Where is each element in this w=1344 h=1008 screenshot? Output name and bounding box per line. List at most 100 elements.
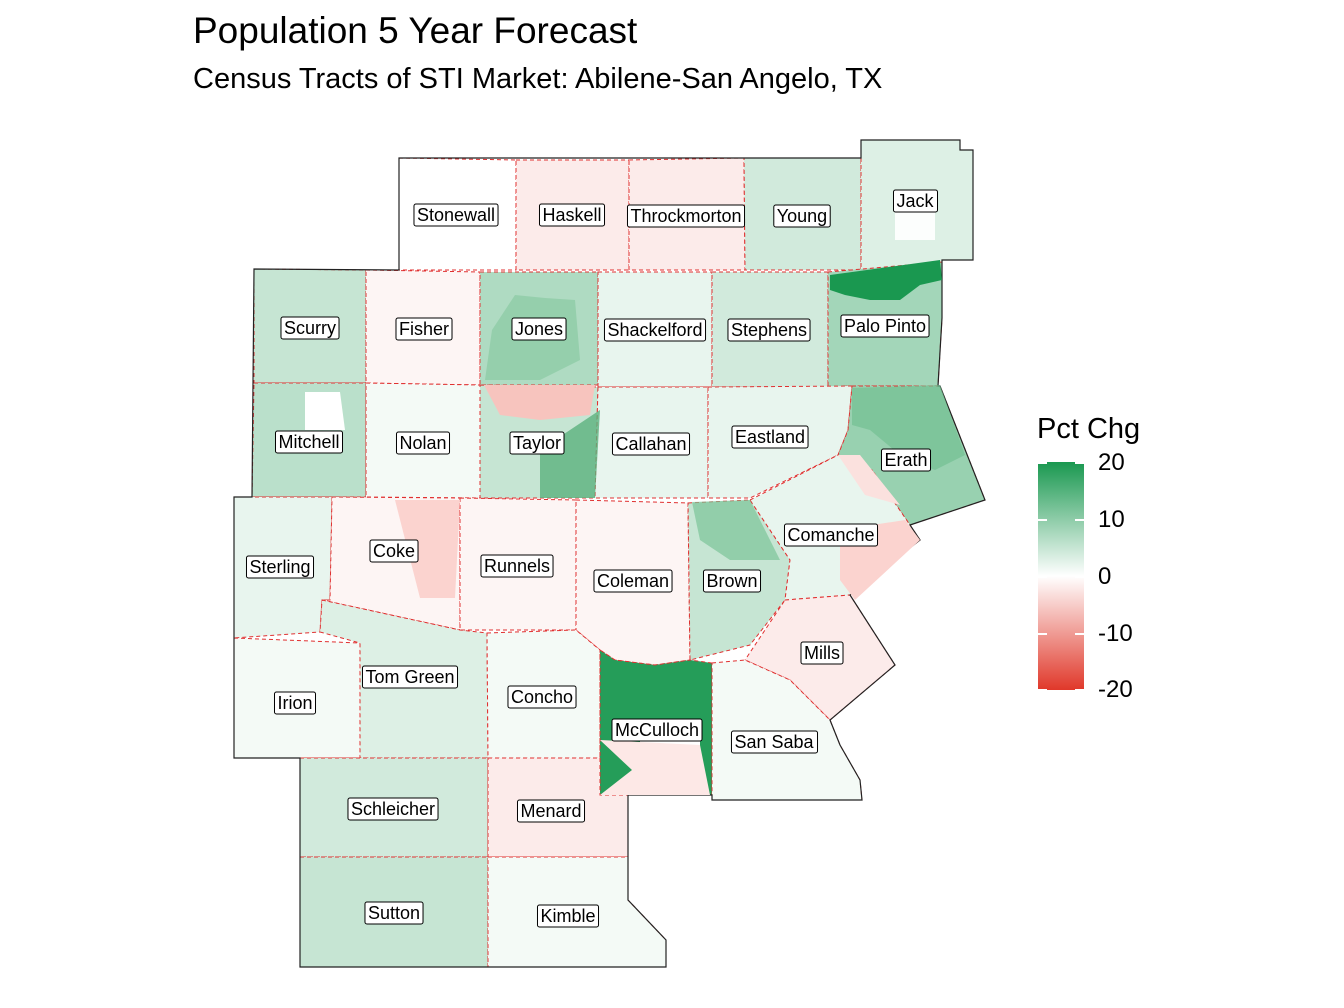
legend-tick-label: 10 bbox=[1098, 506, 1125, 533]
county-label-callahan: Callahan bbox=[611, 432, 691, 456]
county-san-saba bbox=[711, 659, 863, 801]
county-label-text: Stephens bbox=[731, 320, 807, 340]
county-label-text: Young bbox=[777, 206, 827, 226]
county-label-box bbox=[731, 425, 809, 449]
county-label-coke: Coke bbox=[369, 539, 419, 563]
county-label-text: Comanche bbox=[787, 525, 874, 545]
county-label-text: Coke bbox=[373, 541, 415, 561]
county-label-mills: Mills bbox=[800, 641, 844, 665]
county-label-box bbox=[395, 317, 453, 341]
legend-tickmark bbox=[1075, 689, 1084, 691]
county-label-young: Young bbox=[773, 204, 831, 228]
county-label-text: Fisher bbox=[399, 319, 449, 339]
county-label-box bbox=[347, 797, 439, 821]
legend-tickmark bbox=[1075, 633, 1084, 635]
county-label-text: Shackelford bbox=[607, 320, 702, 340]
county-label-erath: Erath bbox=[880, 448, 932, 472]
county-label-box bbox=[273, 691, 317, 715]
county-label-box bbox=[593, 569, 673, 593]
county-label-schleicher: Schleicher bbox=[347, 797, 439, 821]
county-label-eastland: Eastland bbox=[731, 425, 809, 449]
county-label-box bbox=[395, 431, 451, 455]
county-label-box bbox=[413, 203, 499, 227]
county-label-text: Jack bbox=[896, 191, 934, 211]
county-label-text: Runnels bbox=[484, 556, 550, 576]
county-label-text: Kimble bbox=[540, 906, 595, 926]
county-label-haskell: Haskell bbox=[538, 203, 606, 227]
county-label-comanche: Comanche bbox=[783, 523, 879, 547]
county-label-box bbox=[892, 189, 939, 213]
county-label-box bbox=[507, 685, 577, 709]
county-label-text: Sterling bbox=[249, 557, 310, 577]
county-label-box bbox=[611, 718, 703, 742]
legend-tick-label: -20 bbox=[1098, 676, 1133, 703]
county-label-box bbox=[364, 901, 424, 925]
county-label-box bbox=[773, 204, 831, 228]
county-label-shackelford: Shackelford bbox=[603, 318, 707, 342]
map-subtitle: Census Tracts of STI Market: Abilene-San… bbox=[193, 63, 883, 95]
county-label-nolan: Nolan bbox=[395, 431, 451, 455]
county-label-scurry: Scurry bbox=[280, 316, 340, 340]
county-labels: Stonewall Haskell Throckmorton Young Jack Scu… bbox=[245, 189, 939, 928]
legend-tick-label: 20 bbox=[1098, 449, 1125, 476]
county-label-text: Throckmorton bbox=[630, 206, 741, 226]
county-label-box bbox=[245, 555, 315, 579]
county-label-text: Scurry bbox=[284, 318, 336, 338]
county-label-text: Mitchell bbox=[278, 432, 339, 452]
county-label-text: Concho bbox=[511, 687, 573, 707]
county-label-box bbox=[511, 317, 567, 341]
legend-tickmark bbox=[1038, 462, 1047, 464]
legend-tickmark bbox=[1075, 462, 1084, 464]
county-label-box bbox=[536, 904, 600, 928]
county-label-kimble: Kimble bbox=[536, 904, 600, 928]
county-label-stephens: Stephens bbox=[727, 318, 811, 342]
legend-title: Pct Chg bbox=[1037, 413, 1141, 445]
county-label-palo-pinto: Palo Pinto bbox=[840, 314, 930, 338]
county-label-irion: Irion bbox=[273, 691, 317, 715]
county-label-mcculloch: McCulloch bbox=[611, 718, 703, 742]
county-label-text: Eastland bbox=[735, 427, 805, 447]
county-label-taylor: Taylor bbox=[509, 431, 565, 455]
legend-tickmark bbox=[1038, 633, 1047, 635]
county-label-box bbox=[280, 316, 340, 340]
county-label-box bbox=[783, 523, 879, 547]
county-label-text: Sutton bbox=[368, 903, 420, 923]
county-label-concho: Concho bbox=[507, 685, 577, 709]
county-label-box bbox=[603, 318, 707, 342]
county-label-box bbox=[702, 569, 762, 593]
legend-tick-label: 0 bbox=[1098, 563, 1112, 590]
legend-tickmark bbox=[1075, 576, 1084, 578]
legend-tickmark bbox=[1038, 519, 1047, 521]
county-label-jack: Jack bbox=[892, 189, 939, 213]
county-label-text: Tom Green bbox=[365, 667, 454, 687]
legend-tickmark bbox=[1038, 576, 1047, 578]
county-label-text: Irion bbox=[277, 693, 312, 713]
tract-details bbox=[305, 190, 965, 795]
county-label-box bbox=[727, 318, 811, 342]
county-label-text: Jones bbox=[515, 319, 563, 339]
county-label-text: Palo Pinto bbox=[844, 316, 926, 336]
county-label-box bbox=[840, 314, 930, 338]
legend-tick-label: -10 bbox=[1098, 620, 1133, 647]
county-label-menard: Menard bbox=[516, 799, 586, 823]
county-label-sutton: Sutton bbox=[364, 901, 424, 925]
county-label-text: Schleicher bbox=[351, 799, 435, 819]
county-label-box bbox=[274, 430, 344, 454]
county-label-coleman: Coleman bbox=[593, 569, 673, 593]
legend-tickmark bbox=[1075, 519, 1084, 521]
county-label-box bbox=[730, 730, 819, 754]
county-label-text: Callahan bbox=[615, 434, 686, 454]
county-label-text: Stonewall bbox=[417, 205, 495, 225]
county-label-box bbox=[880, 448, 932, 472]
county-label-text: Mills bbox=[804, 643, 840, 663]
county-label-box bbox=[480, 554, 554, 578]
county-label-box bbox=[611, 432, 691, 456]
market-outline bbox=[233, 139, 986, 968]
county-label-sterling: Sterling bbox=[245, 555, 315, 579]
legend-tickmark bbox=[1038, 689, 1047, 691]
county-label-tom-green: Tom Green bbox=[361, 665, 459, 689]
county-label-text: Brown bbox=[706, 571, 757, 591]
county-label-jones: Jones bbox=[511, 317, 567, 341]
county-label-box bbox=[509, 431, 565, 455]
